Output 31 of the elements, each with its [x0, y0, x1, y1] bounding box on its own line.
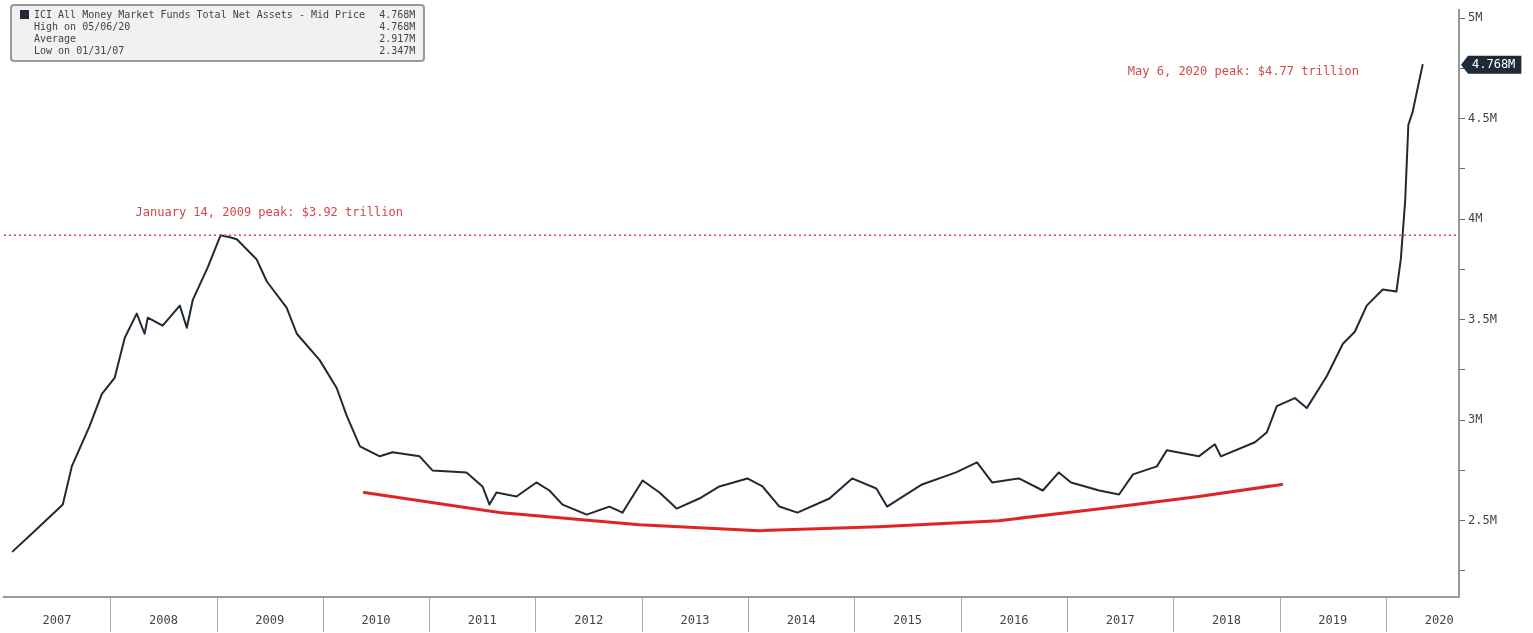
annotation: High on 05/06/20: [33, 21, 131, 33]
x-tick-label: 2013: [680, 613, 710, 628]
x-tick-label: 2016: [999, 613, 1029, 628]
annotation: January 14, 2009 peak: $3.92 trillion: [135, 205, 403, 220]
annotation: Low on 01/31/07: [33, 45, 125, 57]
y-tick-label: 5M: [1468, 10, 1483, 25]
y-tick-label: 4.5M: [1468, 110, 1497, 125]
annotation: 4.768M: [379, 9, 416, 21]
x-tick-label: 2008: [149, 613, 178, 628]
x-tick-label: 2014: [786, 613, 816, 628]
annotation: 4.768M: [379, 21, 416, 33]
annotation: May 6, 2020 peak: $4.77 trillion: [1127, 64, 1359, 79]
annotation: 2.347M: [379, 45, 416, 57]
annotation: Average: [33, 33, 77, 45]
text: 4.768M: [1472, 56, 1516, 71]
x-tick-label: 2019: [1318, 613, 1348, 628]
y-tick-label: 2.5M: [1468, 512, 1497, 527]
x-tick-label: 2007: [42, 613, 72, 628]
annotation: 2.917M: [379, 33, 416, 45]
x-tick-label: 2017: [1105, 613, 1135, 628]
x-tick-label: 2015: [892, 613, 922, 628]
y-tick-label: 4M: [1468, 211, 1483, 226]
x-tick-label: 2011: [467, 613, 497, 628]
x-tick-label: 2020: [1424, 613, 1454, 628]
y-tick-label: 3.5M: [1468, 311, 1497, 326]
x-tick-label: 2012: [574, 613, 604, 628]
y-tick-label: 3M: [1468, 412, 1483, 427]
legend-label: ICI All Money Market Funds Total Net Assets - Mid Price: [33, 9, 366, 21]
x-tick-label: 2018: [1211, 613, 1241, 628]
x-tick-label: 2010: [361, 613, 391, 628]
x-tick-label: 2009: [255, 613, 285, 628]
